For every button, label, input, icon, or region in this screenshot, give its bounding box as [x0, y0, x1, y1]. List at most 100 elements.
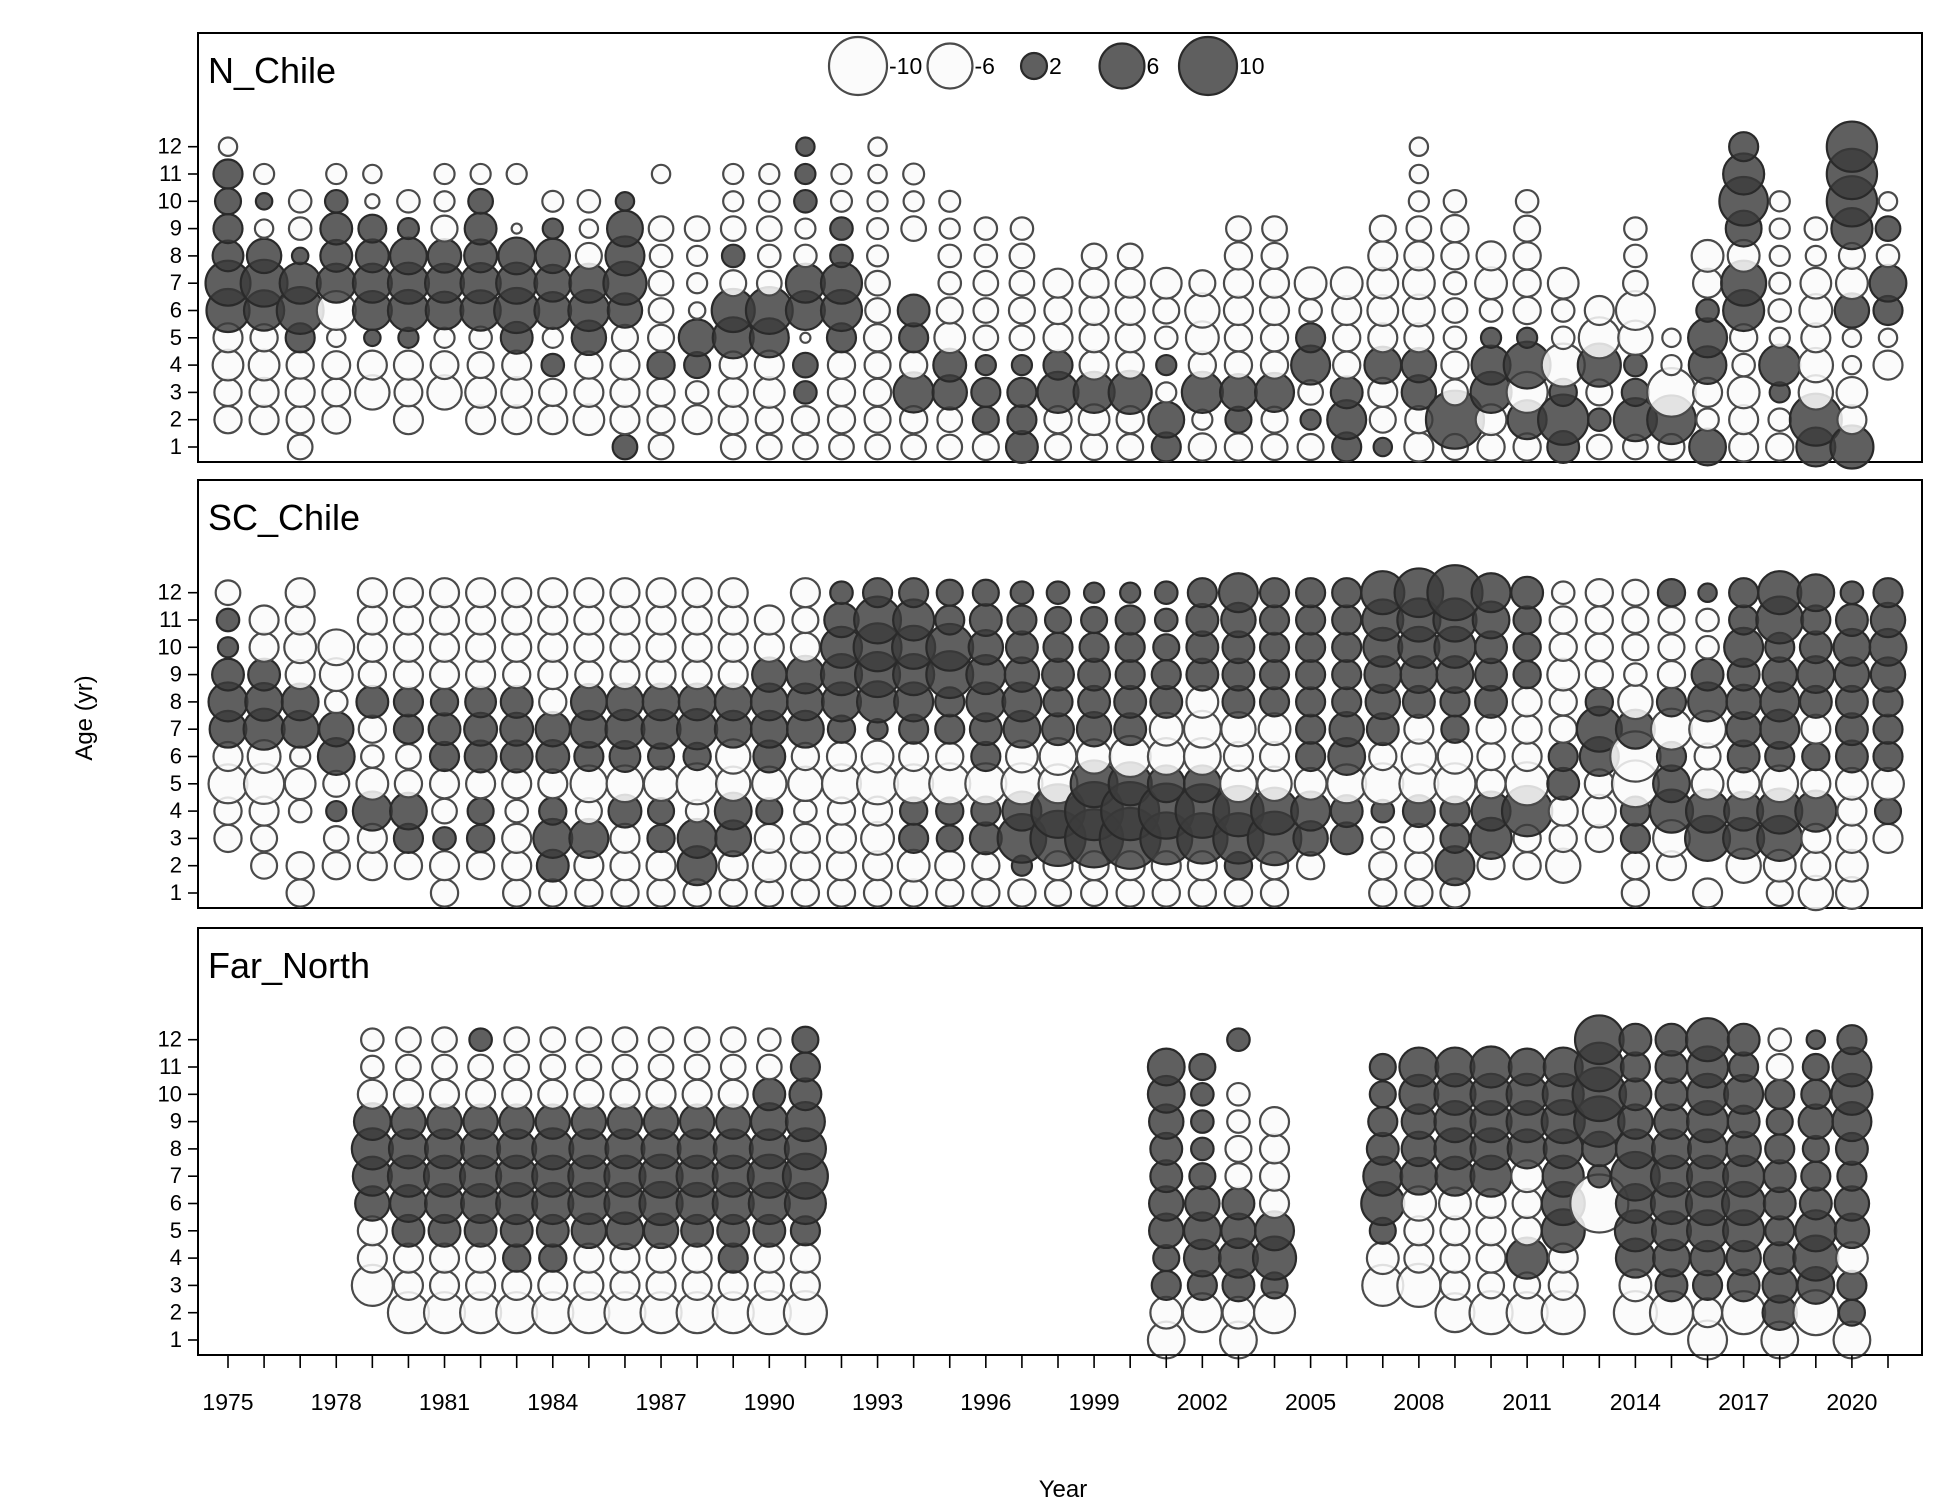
positive-residual-bubble — [1546, 766, 1581, 801]
negative-residual-bubble — [1436, 738, 1474, 775]
positive-residual-bubble — [676, 817, 718, 859]
legend-label: 6 — [1146, 53, 1159, 79]
negative-residual-bubble — [793, 243, 818, 269]
positive-residual-bubble — [1684, 1017, 1731, 1063]
negative-residual-bubble — [1768, 244, 1791, 268]
negative-residual-bubble — [1690, 238, 1725, 273]
negative-residual-bubble — [753, 604, 785, 636]
negative-residual-bubble — [433, 190, 456, 213]
positive-residual-bubble — [1188, 1162, 1217, 1191]
negative-residual-bubble — [609, 1078, 641, 1110]
positive-residual-bubble — [1041, 712, 1075, 747]
negative-residual-bubble — [1623, 662, 1648, 687]
x-tick-label: 1987 — [635, 1389, 686, 1415]
positive-residual-bubble — [614, 191, 636, 212]
negative-residual-bubble — [504, 798, 530, 824]
negative-residual-bubble — [866, 244, 890, 268]
negative-residual-bubble — [395, 1026, 422, 1054]
positive-residual-bubble — [363, 328, 382, 348]
negative-residual-bubble — [645, 631, 677, 663]
positive-residual-bubble — [1119, 581, 1142, 604]
negative-residual-bubble — [864, 433, 891, 461]
positive-residual-bubble — [1146, 1047, 1186, 1087]
negative-residual-bubble — [1408, 163, 1430, 185]
negative-residual-bubble — [1404, 878, 1434, 908]
negative-residual-bubble — [1078, 322, 1110, 354]
negative-residual-bubble — [1187, 432, 1218, 462]
negative-residual-bubble — [787, 765, 824, 803]
y-tick-label: 6 — [170, 298, 182, 323]
negative-residual-bubble — [610, 878, 640, 908]
negative-residual-bubble — [1331, 294, 1363, 327]
positive-residual-bubble — [1042, 631, 1074, 663]
y-tick-label: 7 — [170, 1163, 182, 1188]
negative-residual-bubble — [1476, 741, 1506, 772]
negative-residual-bubble — [1293, 266, 1328, 301]
negative-residual-bubble — [866, 217, 890, 241]
positive-residual-bubble — [1470, 572, 1512, 614]
negative-residual-bubble — [1258, 1187, 1291, 1220]
negative-residual-bubble — [1439, 1242, 1471, 1274]
negative-residual-bubble — [430, 214, 459, 243]
negative-residual-bubble — [1765, 1052, 1794, 1082]
positive-residual-bubble — [468, 1027, 493, 1053]
negative-residual-bubble — [681, 1078, 713, 1110]
negative-residual-bubble — [1621, 633, 1650, 662]
negative-residual-bubble — [213, 823, 243, 854]
negative-residual-bubble — [1258, 1133, 1291, 1165]
negative-residual-bubble — [1008, 242, 1036, 270]
negative-residual-bubble — [1804, 244, 1827, 268]
negative-residual-bubble — [501, 850, 533, 882]
negative-residual-bubble — [1439, 1215, 1471, 1247]
negative-residual-bubble — [681, 1269, 713, 1302]
bubbles — [204, 120, 1908, 470]
negative-residual-bubble — [1080, 432, 1109, 462]
positive-residual-bubble — [254, 191, 274, 211]
positive-residual-bubble — [357, 213, 388, 244]
negative-residual-bubble — [284, 376, 316, 408]
positive-residual-bubble — [789, 1051, 821, 1083]
negative-residual-bubble — [573, 1269, 605, 1302]
negative-residual-bubble — [500, 375, 534, 409]
negative-residual-bubble — [1621, 269, 1649, 297]
negative-residual-bubble — [611, 1053, 639, 1081]
negative-residual-bubble — [751, 848, 787, 884]
negative-residual-bubble — [971, 850, 1001, 881]
positive-residual-bubble — [426, 238, 463, 274]
positive-residual-bubble — [540, 352, 566, 378]
y-tick-label: 3 — [170, 825, 182, 850]
positive-residual-bubble — [1113, 684, 1148, 719]
negative-residual-bubble — [501, 822, 533, 855]
negative-residual-bubble — [395, 1053, 422, 1081]
negative-residual-bubble — [286, 433, 314, 461]
negative-residual-bubble — [395, 743, 422, 770]
positive-residual-bubble — [1728, 1051, 1760, 1083]
negative-residual-bubble — [1512, 850, 1542, 881]
negative-residual-bubble — [1511, 713, 1543, 745]
negative-residual-bubble — [681, 404, 713, 436]
negative-residual-bubble — [900, 215, 928, 243]
x-tick-label: 1999 — [1069, 1389, 1120, 1415]
negative-residual-bubble — [937, 243, 963, 269]
y-tick-label: 1 — [170, 434, 182, 459]
positive-residual-bubble — [1800, 1078, 1832, 1110]
positive-residual-bubble — [1874, 215, 1902, 243]
negative-residual-bubble — [392, 1242, 425, 1274]
panel-title: SC_Chile — [208, 497, 360, 538]
panels-layer: N_Chile123456789101112SC_Chile1234567891… — [158, 32, 1923, 1361]
legend-bubble — [827, 35, 889, 97]
negative-residual-bubble — [1298, 298, 1323, 323]
negative-residual-bubble — [647, 297, 675, 324]
negative-residual-bubble — [1401, 266, 1436, 301]
positive-residual-bubble — [534, 237, 572, 275]
negative-residual-bubble — [538, 687, 568, 717]
positive-residual-bubble — [720, 243, 746, 269]
positive-residual-bubble — [1872, 740, 1904, 773]
negative-residual-bubble — [755, 433, 783, 461]
negative-residual-bubble — [1550, 298, 1576, 323]
positive-residual-bubble — [1800, 1160, 1832, 1192]
negative-residual-bubble — [1695, 407, 1720, 433]
positive-residual-bubble — [1510, 575, 1545, 610]
negative-residual-bubble — [1548, 714, 1578, 744]
positive-residual-bubble — [829, 580, 854, 606]
